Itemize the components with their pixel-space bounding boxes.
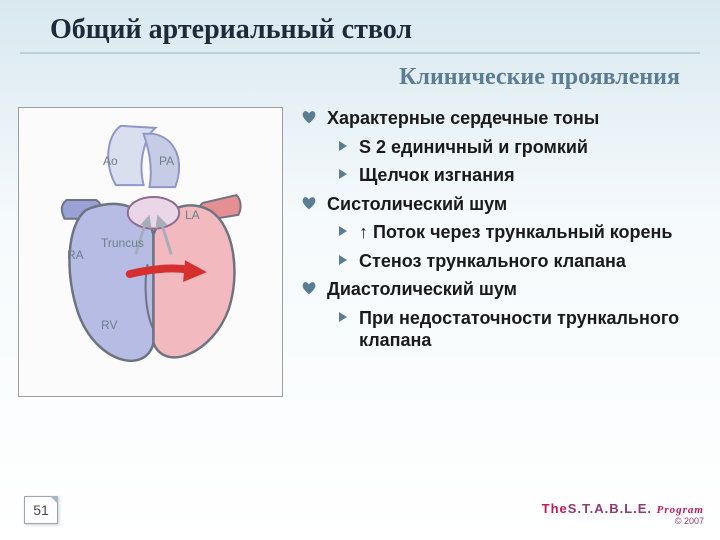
bullet-3-text: Диастолический шум (327, 278, 517, 301)
arrow-icon (337, 225, 349, 237)
slide-title: Общий артериальный ствол (20, 0, 700, 54)
bullet-2-2: Стеноз трункального клапана (337, 250, 702, 273)
label-la: LA (185, 208, 200, 222)
label-ao: Ao (103, 154, 118, 168)
bullet-2-2-text: Стеноз трункального клапана (359, 250, 626, 273)
bullet-1-1: S 2 единичный и громкий (337, 136, 702, 159)
heart-icon (301, 196, 317, 210)
bullet-1-1-text: S 2 единичный и громкий (359, 136, 588, 159)
bullet-2-1: ↑ Поток через трункальный корень (337, 221, 702, 244)
bullet-2-1-tail: Поток через трункальный корень (368, 222, 672, 242)
bullet-1-text: Характерные сердечные тоны (327, 107, 599, 130)
label-truncus: Truncus (101, 236, 144, 250)
bullet-2: Систолический шум (301, 193, 702, 216)
label-ra: RA (67, 248, 84, 262)
footer-logo: TheS.T.A.B.L.E. Program © 2007 (542, 501, 704, 526)
label-rv: RV (101, 318, 117, 332)
bullet-2-text: Систолический шум (327, 193, 507, 216)
label-pa: PA (159, 154, 174, 168)
bullet-3: Диастолический шум (301, 278, 702, 301)
bullet-1: Характерные сердечные тоны (301, 107, 702, 130)
bullet-3-1-text: При недостаточности трункального клапана (359, 307, 702, 352)
logo-suffix: Program (657, 504, 704, 516)
logo-line: TheS.T.A.B.L.E. Program (542, 501, 704, 516)
heart-svg (27, 116, 274, 388)
truncus-root (128, 197, 179, 229)
arrow-icon (337, 140, 349, 152)
logo-stable: S.T.A.B.L.E. (568, 501, 652, 516)
bullet-1-2-text: Щелчок изгнания (359, 164, 515, 187)
heart-diagram: Ao PA LA RA RV Truncus (18, 107, 283, 397)
arrow-icon (337, 311, 349, 323)
left-heart (153, 205, 234, 357)
slide-subtitle: Клинические проявления (0, 64, 720, 103)
bullet-list: Характерные сердечные тоны S 2 единичный… (301, 103, 702, 397)
content-row: Ao PA LA RA RV Truncus Характерные серде… (0, 103, 720, 397)
bullet-3-1: При недостаточности трункального клапана (337, 307, 702, 352)
logo-copyright: © 2007 (542, 516, 704, 526)
heart-icon (301, 110, 317, 124)
bullet-1-2: Щелчок изгнания (337, 164, 702, 187)
heart-icon (301, 281, 317, 295)
arrow-icon (337, 254, 349, 266)
logo-the: The (542, 501, 568, 516)
page-number: 51 (24, 496, 58, 524)
up-arrow-glyph: ↑ (359, 222, 368, 242)
bullet-2-1-text: ↑ Поток через трункальный корень (359, 221, 672, 244)
arrow-icon (337, 168, 349, 180)
